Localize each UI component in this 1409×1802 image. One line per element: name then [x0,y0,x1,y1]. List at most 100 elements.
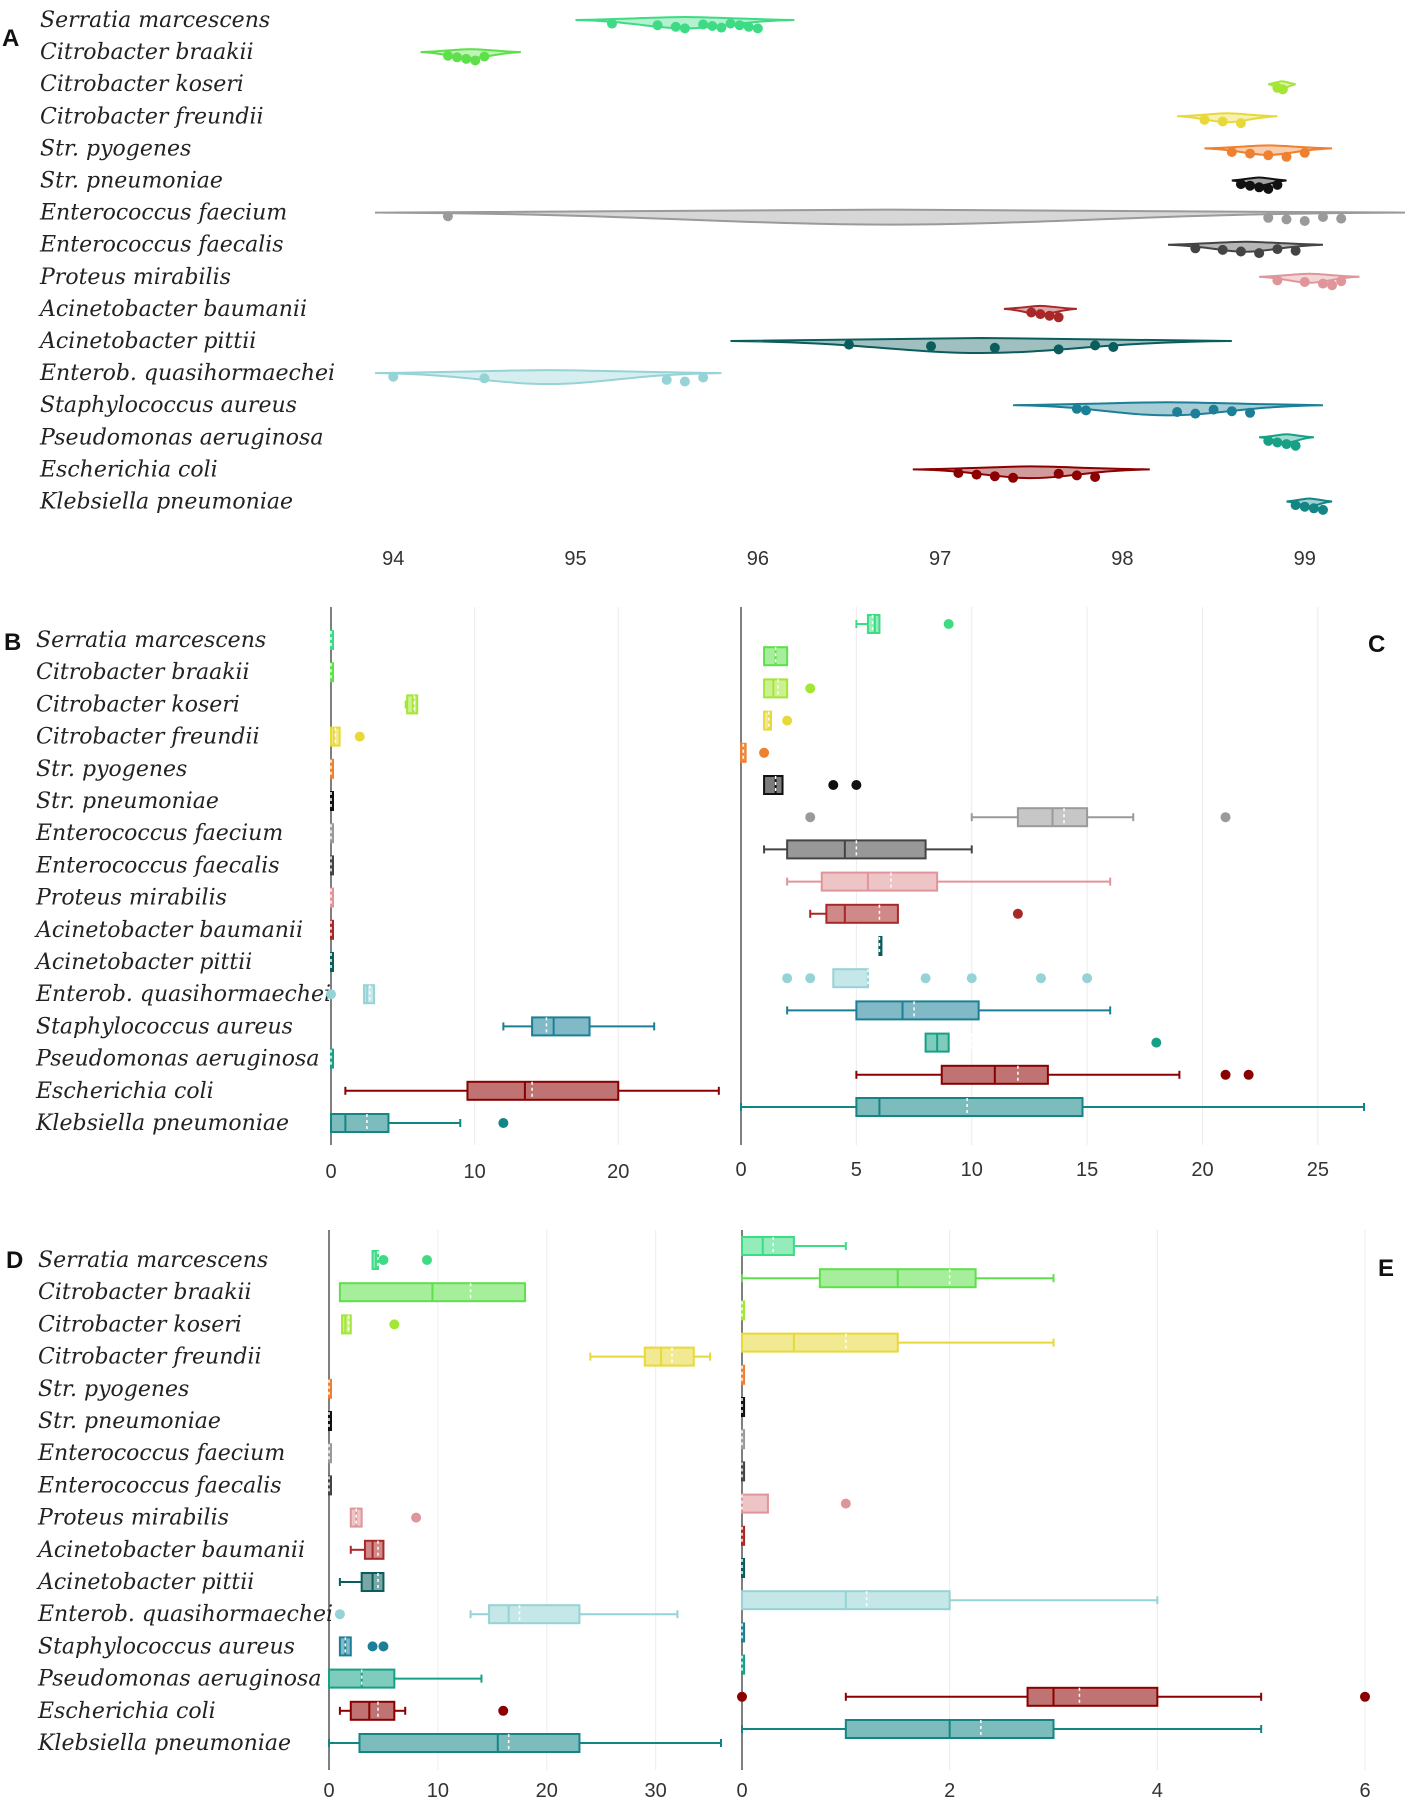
data-point [1044,310,1055,321]
data-point [1299,277,1310,287]
data-point [1254,182,1265,193]
series-serratia-marcescens [855,614,954,634]
series-str-pneumoniae [330,791,334,811]
species-label: Serratia marcescens [38,1248,268,1273]
x-tick-label: 20 [1191,1159,1213,1181]
data-point [698,19,709,30]
species-label: Staphylococcus aureus [36,1014,293,1039]
series-enterococcus-faecium [374,208,1406,226]
species-label: Proteus mirabilis [39,265,231,290]
series-enterococcus-faecalis [330,855,334,876]
species-label: Klebsiella pneumoniae [39,490,293,515]
outlier-point [1360,1691,1370,1702]
data-point [442,50,453,61]
data-point [743,21,754,32]
species-label: Enterob. quasihormaechei [39,361,335,386]
series-acinetobacter-baumanii [741,1525,746,1546]
data-point [1308,503,1319,514]
series-proteus-mirabilis [1259,272,1360,291]
outlier-point [326,989,336,1000]
panel-a: A 94 95 96 97 98 99 Serratia marcescens Citrobac… [2,8,1406,570]
series-klebsiella-pneumoniae [328,1733,722,1753]
outlier-point [1220,812,1231,823]
series-serratia-marcescens [330,630,334,650]
data-point [1299,147,1310,158]
series-citrobacter-freundii [763,710,793,731]
series-citrobacter-freundii [330,726,365,747]
series-enterococcus-faecium [330,823,334,844]
species-label: Citrobacter koseri [38,1312,242,1337]
data-point [452,52,463,63]
box [825,903,899,924]
outlier-point [411,1512,422,1523]
series-serratia-marcescens [741,1236,847,1256]
data-point [1053,344,1064,355]
species-label: Citrobacter freundii [36,725,260,750]
series-acinetobacter-pittii [878,936,883,956]
species-label: Acinetobacter baumanii [34,918,303,943]
series-str-pyogenes [741,1364,746,1385]
box [741,1236,795,1256]
outlier-point [920,973,931,984]
series-citrobacter-braakii [330,662,334,683]
violin-shape [374,369,722,386]
data-point [1263,183,1274,194]
species-label: Str. pyogenes [36,757,187,782]
series-str-pyogenes [740,742,770,763]
data-point [606,18,617,29]
data-point [953,468,964,478]
data-point [725,18,736,29]
outlier-point [759,747,770,758]
panel-e: E 0 2 4 6 [736,1230,1394,1802]
species-label: Acinetobacter pittii [38,329,256,354]
species-label: Citrobacter koseri [40,72,244,97]
series-citrobacter-koseri [341,1314,400,1335]
panel-label-e: E [1378,1255,1394,1282]
species-label: Enterococcus faecium [37,1441,285,1466]
data-point [1226,147,1237,157]
series-enterococcus-faecalis [763,839,973,860]
series-citrobacter-braakii [420,48,521,66]
x-tick-label: 20 [607,1161,629,1183]
x-tick-label: 99 [1294,548,1316,570]
data-point [734,20,745,31]
data-point [388,371,399,382]
box [866,614,881,634]
outlier-point [1082,973,1093,984]
species-label: Citrobacter freundii [38,1345,262,1370]
box [341,1314,352,1335]
box [820,871,939,892]
data-point [1199,114,1210,125]
data-point [461,53,472,64]
data-point [479,373,490,384]
series-str-pyogenes [330,758,334,779]
species-label: Enterococcus faecium [35,821,283,846]
data-point [652,20,663,31]
x-tick-label: 94 [382,548,404,570]
species-label: Escherichia coli [39,457,218,482]
data-point [1235,246,1246,257]
data-point [752,23,763,34]
series-citrobacter-koseri [404,694,419,715]
outlier-point [378,1641,389,1652]
x-tick-label: 10 [961,1159,983,1181]
outlier-point [805,683,816,694]
series-citrobacter-braakii [741,1268,1055,1289]
data-point [1281,439,1292,450]
species-label: Pseudomonas aeruginosa [37,1667,321,1692]
data-point [1317,504,1328,515]
data-point [1277,84,1288,95]
outlier-point [782,973,793,984]
series-enterob-quasihormaechei [782,968,1093,989]
series-enterococcus-faecium [805,807,1231,828]
species-label: Escherichia coli [35,1079,214,1104]
species-label: Serratia marcescens [40,8,270,33]
series-str-pneumoniae [741,1397,746,1417]
series-str-pneumoniae [763,775,862,795]
series-enterob-quasihormaechei [334,1604,679,1625]
x-tick-label: 96 [747,548,769,570]
outlier-point [422,1255,432,1265]
outlier-point [805,812,816,823]
x-tick-label: 98 [1111,548,1133,570]
